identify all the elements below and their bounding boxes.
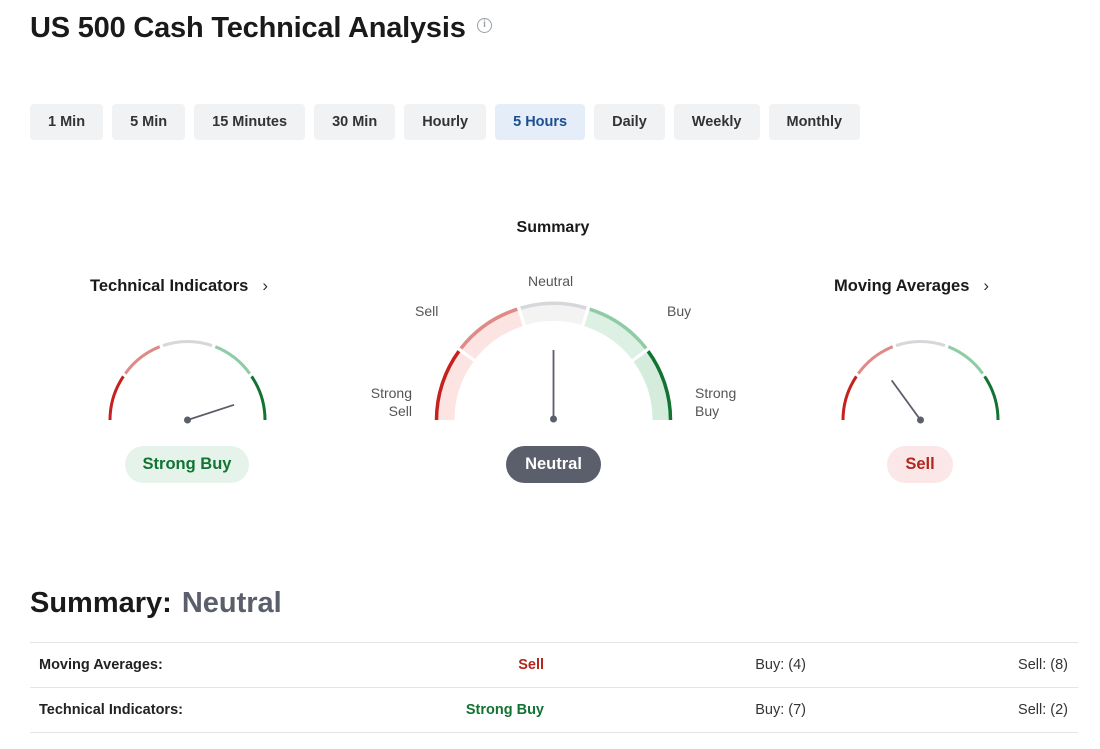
moving-averages-title: Moving Averages [834, 276, 970, 295]
summary-title-label: Summary: [30, 587, 172, 619]
summary-edge-strong-buy [646, 350, 673, 421]
row-buy-count: Buy: (7) [755, 702, 806, 718]
moving-averages-result-badge: Sell [887, 446, 953, 483]
gauge-pivot [550, 415, 557, 423]
summary-result-badge: Neutral [506, 446, 601, 483]
summary-label-neutral: Neutral [528, 273, 574, 289]
summary-label-sell: Sell [415, 303, 439, 319]
gauge-segment-buy [947, 345, 984, 375]
gauge-segment-strong-buy [250, 375, 267, 421]
row-buy-count: Buy: (4) [755, 657, 806, 673]
gauge-pivot [917, 416, 924, 424]
timeframe-tabs: 1 Min 5 Min 15 Minutes 30 Min Hourly 5 H… [30, 104, 861, 140]
summary-edge-buy [589, 307, 648, 350]
moving-averages-gauge [841, 340, 1000, 424]
technical-indicators-result-badge: Strong Buy [125, 446, 249, 483]
summary-edge-sell [459, 307, 518, 350]
gauge-segment-neutral [162, 340, 213, 348]
summary-band-neutral [520, 303, 587, 325]
tab-15-minutes[interactable]: 15 Minutes [194, 104, 306, 140]
row-name: Moving Averages: [39, 657, 163, 673]
row-sell-count: Sell: (2) [1018, 702, 1068, 718]
tab-daily[interactable]: Daily [594, 104, 665, 140]
gauge-segment-strong-buy [983, 375, 1000, 421]
summary-band-strong-sell [436, 351, 474, 420]
summary-table: Moving Averages: Sell Buy: (4) Sell: (8)… [30, 642, 1078, 733]
tab-5-min[interactable]: 5 Min [112, 104, 186, 140]
row-signal: Sell [518, 657, 544, 673]
info-icon[interactable]: i [477, 18, 492, 33]
technical-indicators-link[interactable]: Technical Indicators › [90, 276, 268, 296]
gauge-segment-sell [857, 345, 894, 375]
tab-5-hours[interactable]: 5 Hours [495, 104, 586, 140]
technical-indicators-gauge [108, 340, 267, 424]
summary-band-buy [584, 309, 647, 360]
tab-hourly[interactable]: Hourly [404, 104, 487, 140]
tab-monthly[interactable]: Monthly [768, 104, 861, 140]
gauge-segment-strong-sell [841, 375, 858, 421]
gauge-needle [890, 379, 922, 421]
row-name: Technical Indicators: [39, 702, 183, 718]
summary-gauge [434, 301, 673, 423]
summary-edge-strong-sell [434, 350, 461, 421]
technical-indicators-title: Technical Indicators [90, 276, 249, 295]
summary-band-sell [460, 309, 523, 360]
tab-30-min[interactable]: 30 Min [314, 104, 396, 140]
summary-title-value: Neutral [181, 587, 282, 619]
summary-title: Summary: Neutral [30, 587, 282, 620]
chevron-right-icon: › [262, 276, 268, 295]
gauge-segment-sell [124, 345, 161, 375]
moving-averages-link[interactable]: Moving Averages › [834, 276, 989, 296]
gauge-pivot [184, 416, 191, 424]
gauge-segment-neutral [895, 340, 946, 348]
table-row: Moving Averages: Sell Buy: (4) Sell: (8) [30, 643, 1078, 688]
gauge-needle [187, 403, 235, 421]
gauge-segment-strong-sell [108, 375, 125, 421]
summary-label-buy: Buy [667, 303, 692, 319]
gauge-segment-buy [214, 345, 251, 375]
summary-band-strong-buy [633, 351, 671, 420]
page-title: US 500 Cash Technical Analysis [30, 12, 466, 44]
summary-label-strong-buy: Strong Buy [695, 385, 737, 419]
table-row: Technical Indicators: Strong Buy Buy: (7… [30, 688, 1078, 733]
row-sell-count: Sell: (8) [1018, 657, 1068, 673]
summary-gauge-heading: Summary [516, 219, 590, 236]
summary-label-strong-sell: Strong Sell [370, 385, 412, 419]
summary-edge-neutral [520, 301, 587, 310]
tab-weekly[interactable]: Weekly [673, 104, 760, 140]
row-signal: Strong Buy [465, 702, 544, 718]
chevron-right-icon: › [983, 276, 990, 295]
tab-1-min[interactable]: 1 Min [30, 104, 104, 140]
